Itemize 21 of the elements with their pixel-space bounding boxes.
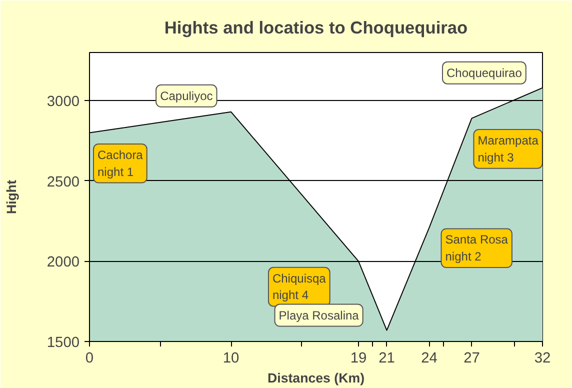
y-tick-label: 2000 (46, 254, 80, 271)
x-tick-label: 27 (464, 350, 480, 366)
x-tick-label: 0 (85, 350, 94, 366)
annotation: Marampata night 3 (478, 134, 539, 164)
y-tick-label: 3000 (46, 94, 80, 110)
x-axis-title: Distances (Km) (267, 370, 365, 386)
y-tick-label: 1500 (46, 335, 80, 351)
annotation: Choquequirao (446, 66, 522, 80)
annotation: Cachora night 1 (98, 148, 144, 179)
annotation: Playa Rosalina (278, 308, 360, 322)
x-tick-label: 19 (350, 350, 367, 366)
x-tick-label: 21 (378, 350, 395, 366)
y-tick-label: 2500 (46, 174, 80, 190)
annotation: Santa Rosa night 2 (445, 232, 508, 264)
chart-title: Hights and locatios to Choquequirao (164, 18, 468, 38)
annotation: Capuliyoc (160, 88, 213, 103)
annotation: Chiquisqa night 4 (272, 271, 326, 302)
x-tick-label: 32 (534, 350, 551, 366)
y-axis-title: Hight (4, 179, 19, 214)
x-tick-label: 10 (222, 350, 240, 366)
x-tick-label: 24 (421, 350, 438, 366)
